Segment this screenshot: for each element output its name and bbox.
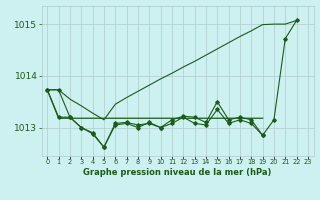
X-axis label: Graphe pression niveau de la mer (hPa): Graphe pression niveau de la mer (hPa)	[84, 168, 272, 177]
